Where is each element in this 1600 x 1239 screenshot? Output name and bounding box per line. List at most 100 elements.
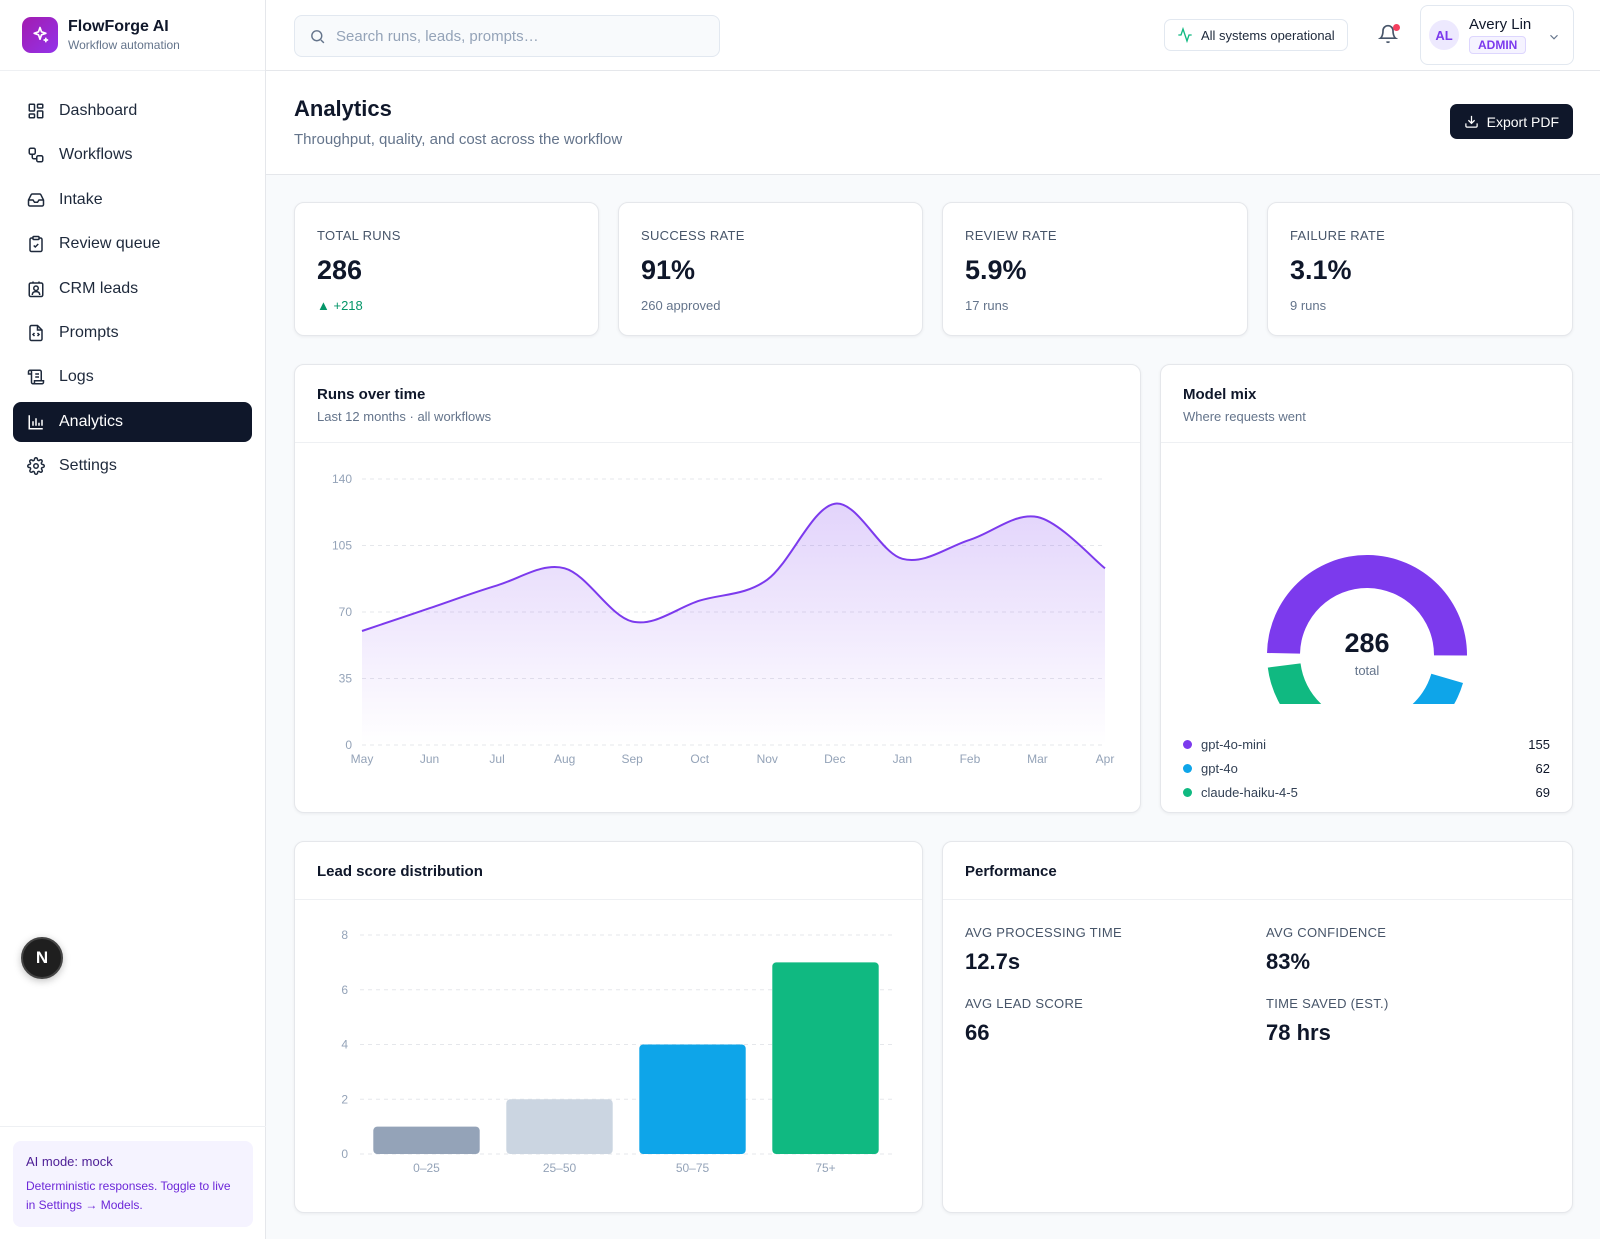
workflow-icon — [28, 147, 44, 163]
kpi-trend: ▲ +218 — [317, 298, 363, 313]
ai-mode-description: Deterministic responses. Toggle to live … — [26, 1179, 231, 1212]
y-tick-label: 0 — [345, 738, 352, 752]
card-subtitle: Last 12 months · all workflows — [317, 409, 492, 424]
legend-label: claude-haiku-4-5 — [1201, 784, 1298, 800]
sidebar-item-workflows[interactable]: Workflows — [13, 135, 252, 175]
data-point — [1035, 515, 1039, 519]
x-tick-label: Apr — [1096, 752, 1115, 766]
card-title: Lead score distribution — [317, 863, 483, 880]
x-tick-label: 75+ — [815, 1161, 835, 1175]
perf-avg-confidence: AVG CONFIDENCE 83% — [1266, 925, 1386, 975]
card-subtitle: Where requests went — [1183, 409, 1306, 424]
sidebar-item-label: Settings — [59, 457, 117, 475]
data-point — [833, 502, 837, 506]
x-tick-label: Jan — [893, 752, 912, 766]
inbox-icon — [27, 193, 45, 207]
area-fill — [362, 503, 1105, 745]
kpi-card-total-runs: TOTAL RUNS 286 ▲ +218 — [294, 202, 599, 336]
sidebar-item-label: Intake — [59, 190, 103, 208]
data-point — [360, 629, 364, 633]
sidebar-item-crm-leads[interactable]: CRM leads — [13, 269, 252, 309]
model-mix-card: Model mix Where requests went 286 total … — [1160, 364, 1573, 813]
legend-label: gpt-4o — [1201, 760, 1238, 776]
legend-value: 155 — [1528, 736, 1550, 752]
notifications-button[interactable] — [1377, 24, 1400, 46]
data-point — [968, 538, 972, 542]
legend-value: 69 — [1535, 784, 1550, 800]
devtools-fab-button[interactable]: N — [21, 937, 63, 979]
perf-value: 83% — [1266, 949, 1311, 974]
system-status-badge[interactable]: All systems operational — [1164, 19, 1348, 51]
kpi-value: 5.9% — [965, 255, 1027, 285]
search-box — [294, 15, 720, 57]
donut-center-label: total — [1355, 663, 1380, 678]
notification-dot — [1393, 24, 1400, 31]
bar — [506, 1099, 613, 1154]
performance-card: Performance AVG PROCESSING TIME 12.7s AV… — [942, 841, 1573, 1213]
legend-item-gpt-4o-mini: gpt-4o-mini 155 — [1183, 732, 1550, 756]
x-tick-label: Oct — [690, 752, 709, 766]
page-subtitle: Throughput, quality, and cost across the… — [294, 131, 623, 148]
bar-chart-icon — [28, 414, 43, 430]
kpi-sub: 17 runs — [965, 298, 1009, 313]
y-tick-label: 8 — [341, 928, 348, 942]
data-point — [900, 557, 904, 561]
sidebar-item-intake[interactable]: Intake — [13, 180, 252, 220]
data-point — [563, 566, 567, 570]
data-point — [428, 606, 432, 610]
download-icon — [1464, 115, 1478, 128]
perf-time-saved: TIME SAVED (EST.) 78 hrs — [1266, 996, 1389, 1046]
y-tick-label: 35 — [339, 672, 353, 686]
user-name: Avery Lin — [1469, 16, 1532, 33]
sidebar-item-dashboard[interactable]: Dashboard — [13, 91, 252, 131]
sidebar-item-label: Logs — [59, 368, 94, 386]
perf-value: 66 — [965, 1020, 990, 1045]
export-pdf-button[interactable]: Export PDF — [1449, 104, 1573, 139]
y-tick-label: 140 — [332, 472, 352, 486]
brand-logo — [22, 17, 58, 53]
page-title: Analytics — [294, 96, 392, 121]
sidebar-item-label: Review queue — [59, 235, 161, 253]
sidebar-item-analytics[interactable]: Analytics — [13, 401, 252, 442]
brand: FlowForge AI Workflow automation — [0, 0, 265, 71]
data-point — [495, 583, 499, 587]
kpi-value: 3.1% — [1290, 255, 1352, 285]
user-menu-button[interactable]: AL Avery Lin ADMIN — [1420, 5, 1574, 65]
search-input[interactable] — [336, 27, 696, 45]
perf-avg-processing-time: AVG PROCESSING TIME 12.7s — [965, 925, 1122, 975]
kpi-label: REVIEW RATE — [965, 228, 1057, 243]
perf-label: AVG LEAD SCORE — [965, 996, 1084, 1011]
card-title: Performance — [965, 863, 1057, 880]
sidebar-item-review-queue[interactable]: Review queue — [13, 224, 252, 264]
contact-icon — [28, 281, 44, 297]
sidebar-item-settings[interactable]: Settings — [13, 446, 252, 486]
donut-slice — [1267, 555, 1467, 656]
bar — [772, 962, 879, 1154]
kpi-card-success-rate: SUCCESS RATE 91% 260 approved — [618, 202, 923, 336]
kpi-label: SUCCESS RATE — [641, 228, 745, 243]
data-point — [1103, 566, 1107, 570]
ai-mode-title: AI mode: mock — [26, 1154, 113, 1169]
page-header: Analytics Throughput, quality, and cost … — [266, 71, 1600, 175]
sidebar-item-label: Dashboard — [59, 102, 138, 119]
y-tick-label: 0 — [341, 1147, 348, 1161]
gear-icon — [27, 457, 45, 476]
x-tick-label: Jul — [489, 752, 504, 766]
x-tick-label: May — [351, 752, 374, 766]
y-tick-label: 6 — [341, 983, 348, 997]
runs-area-chart: 0 35 70 105 140 May Jun Jul Aug Sep Oct Nov Dec Jan Fe… — [332, 472, 1115, 766]
perf-label: TIME SAVED (EST.) — [1266, 996, 1389, 1011]
kpi-label: TOTAL RUNS — [317, 228, 401, 243]
bar — [373, 1126, 480, 1154]
avatar: AL — [1429, 20, 1459, 50]
sidebar-item-logs[interactable]: Logs — [13, 357, 252, 397]
model-donut-chart: 286 total — [1267, 555, 1467, 704]
data-point — [630, 620, 634, 624]
kpi-value: 286 — [317, 255, 363, 285]
sidebar-item-label: Workflows — [59, 146, 133, 164]
x-tick-label: Jun — [420, 752, 439, 766]
kpi-sub: 9 runs — [1290, 298, 1327, 313]
user-role-badge: ADMIN — [1469, 36, 1527, 54]
perf-label: AVG CONFIDENCE — [1266, 925, 1387, 940]
sidebar-item-prompts[interactable]: Prompts — [13, 313, 252, 353]
